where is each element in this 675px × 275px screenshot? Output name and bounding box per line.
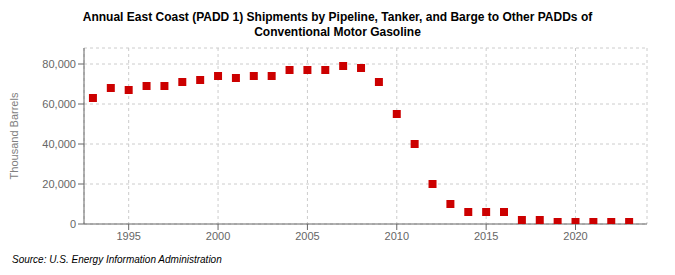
svg-text:40,000: 40,000 [42,138,76,150]
svg-text:2005: 2005 [295,230,319,242]
svg-text:1995: 1995 [116,230,140,242]
svg-text:Thousand Barrels: Thousand Barrels [8,92,20,179]
html-text:Conventional Motor Gasoline: Conventional Motor Gasoline [254,25,421,39]
svg-text:2000: 2000 [206,230,230,242]
svg-text:80,000: 80,000 [42,58,76,70]
html-text:Annual East Coast (PADD 1) Shi: Annual East Coast (PADD 1) Shipments by … [82,10,593,24]
svg-text:0: 0 [70,218,76,230]
svg-text:2020: 2020 [563,230,587,242]
svg-text:20,000: 20,000 [42,178,76,190]
html-text:Source: U.S. Energy Informatio: Source: U.S. Energy Information Administ… [12,254,222,265]
svg-text:2015: 2015 [474,230,498,242]
svg-text:60,000: 60,000 [42,98,76,110]
svg-text:2010: 2010 [385,230,409,242]
